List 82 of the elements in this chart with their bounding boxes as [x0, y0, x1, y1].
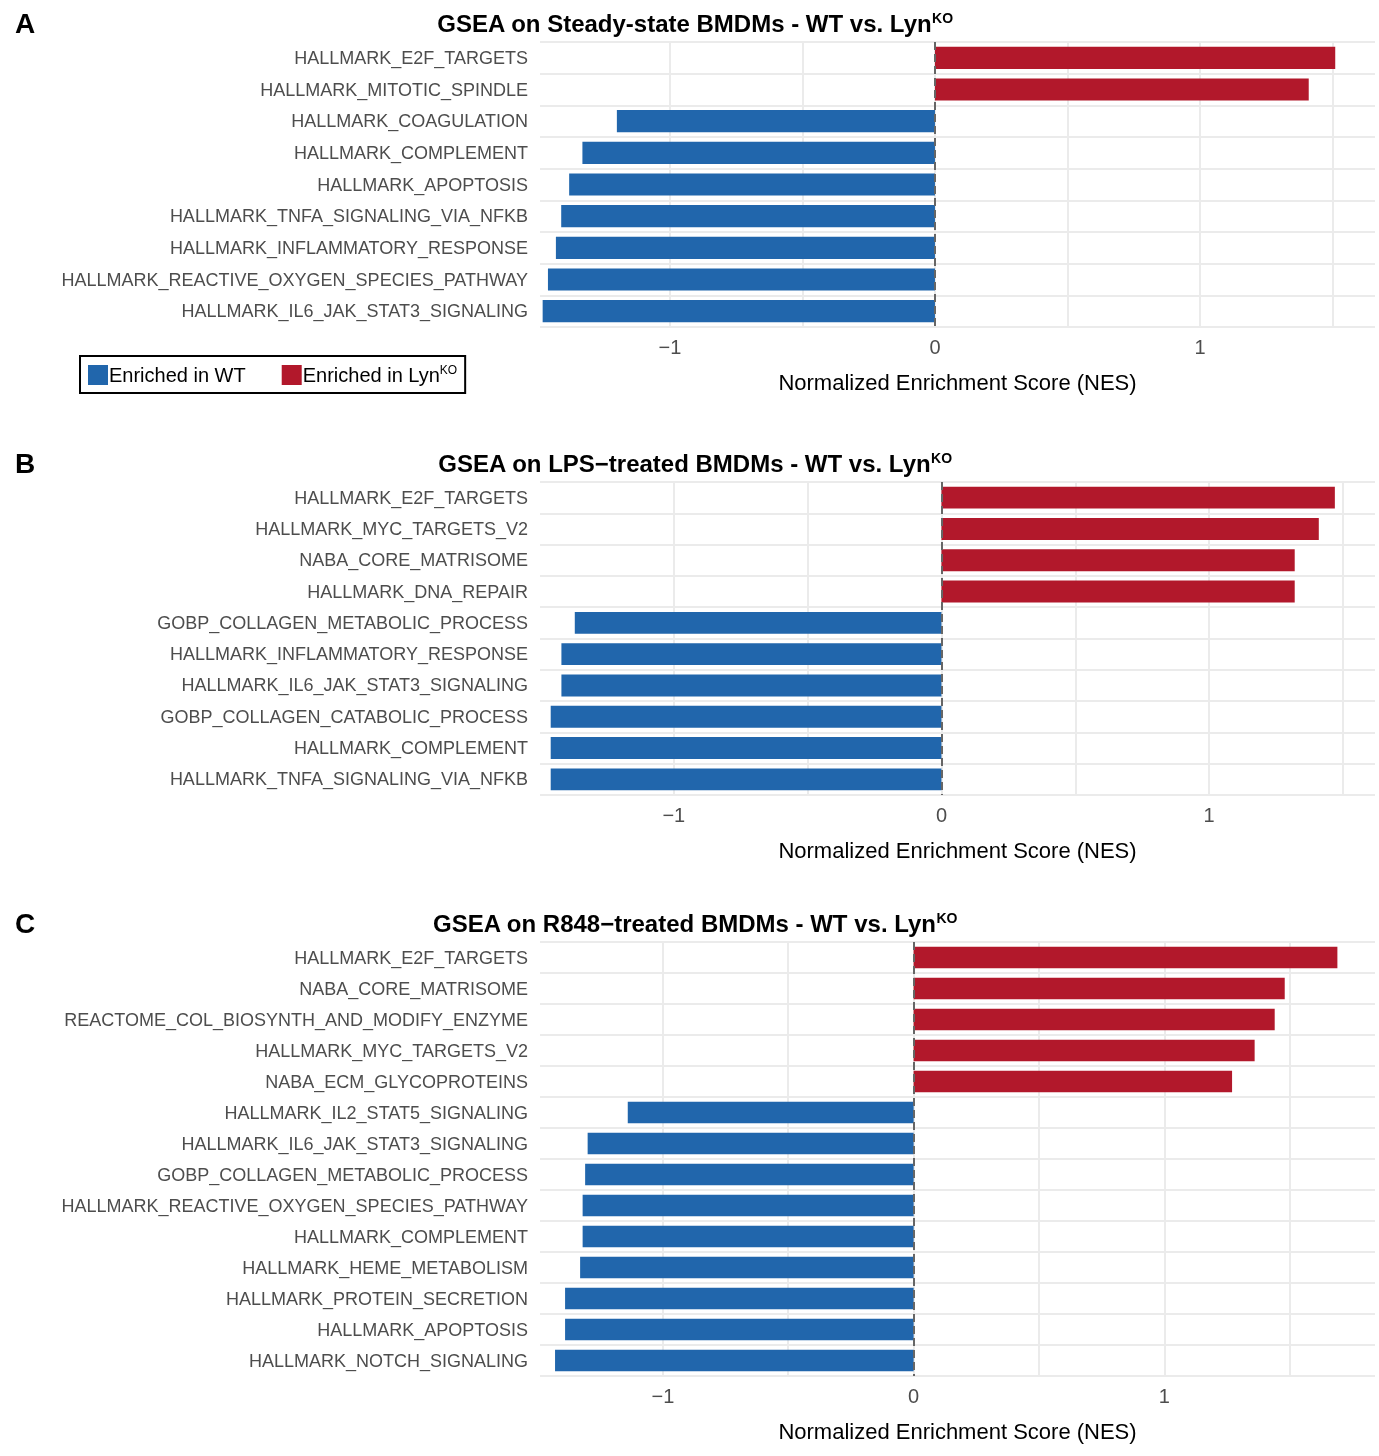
x-axis-title: Normalized Enrichment Score (NES)	[778, 837, 1137, 863]
bar	[934, 46, 1336, 69]
y-tick-label: NABA_ECM_GLYCOPROTEINS	[265, 1071, 528, 1093]
y-tick-label: HALLMARK_MYC_TARGETS_V2	[255, 518, 528, 540]
bar	[941, 549, 1295, 572]
bar	[934, 78, 1309, 101]
y-tick-label: HALLMARK_APOPTOSIS	[317, 1319, 528, 1341]
x-tick-label: −1	[651, 1385, 675, 1407]
bar	[627, 1101, 914, 1124]
y-tick-label: HALLMARK_COMPLEMENT	[293, 142, 528, 164]
bar	[913, 946, 1338, 969]
x-tick-label: −1	[662, 804, 686, 826]
bar	[555, 1349, 914, 1372]
x-tick-label: 1	[1158, 1385, 1170, 1407]
y-tick-label: HALLMARK_PROTEIN_SECRETION	[225, 1288, 528, 1310]
bar	[547, 268, 935, 291]
bar	[580, 1256, 914, 1279]
y-tick-label: HALLMARK_E2F_TARGETS	[294, 47, 528, 69]
y-tick-label: HALLMARK_NOTCH_SIGNALING	[248, 1350, 528, 1372]
bar	[574, 611, 942, 634]
bar	[550, 737, 942, 760]
bar	[555, 236, 935, 259]
bar	[616, 110, 935, 133]
bar	[565, 1318, 914, 1341]
y-tick-label: HALLMARK_IL6_JAK_STAT3_SIGNALING	[181, 301, 528, 323]
y-tick-label: GOBP_COLLAGEN_CATABOLIC_PROCESS	[160, 706, 528, 728]
y-tick-label: HALLMARK_HEME_METABOLISM	[242, 1257, 528, 1279]
bar	[585, 1163, 914, 1186]
x-tick-label: 1	[1203, 804, 1215, 826]
y-tick-label: HALLMARK_E2F_TARGETS	[294, 947, 528, 969]
y-tick-label: HALLMARK_IL6_JAK_STAT3_SIGNALING	[181, 1133, 528, 1155]
bar	[582, 141, 935, 164]
bar	[582, 1194, 914, 1217]
text: C	[15, 907, 36, 939]
bar	[913, 977, 1285, 1000]
y-tick-label: HALLMARK_DNA_REPAIR	[307, 581, 528, 603]
bar	[542, 300, 935, 323]
y-tick-label: HALLMARK_IL2_STAT5_SIGNALING	[224, 1102, 528, 1124]
y-tick-label: HALLMARK_TNFA_SIGNALING_VIA_NFKB	[169, 769, 528, 791]
bar	[561, 674, 942, 697]
bar	[941, 580, 1295, 603]
y-tick-label: REACTOME_COL_BIOSYNTH_AND_MODIFY_ENZYME	[64, 1009, 528, 1031]
y-tick-label: HALLMARK_COMPLEMENT	[293, 1226, 528, 1248]
y-tick-label: NABA_CORE_MATRISOME	[299, 978, 528, 1000]
y-tick-label: HALLMARK_COAGULATION	[291, 111, 528, 133]
x-tick-label: −1	[658, 336, 682, 358]
bar	[561, 643, 942, 666]
x-axis-title: Normalized Enrichment Score (NES)	[778, 369, 1137, 395]
y-tick-label: HALLMARK_MYC_TARGETS_V2	[255, 1040, 528, 1062]
bar	[550, 768, 942, 791]
bar	[550, 705, 942, 728]
x-tick-label: 1	[1194, 336, 1206, 358]
y-tick-label: HALLMARK_IL6_JAK_STAT3_SIGNALING	[181, 675, 528, 697]
bar	[913, 1008, 1275, 1031]
y-tick-label: HALLMARK_E2F_TARGETS	[294, 487, 528, 509]
y-tick-label: HALLMARK_REACTIVE_OXYGEN_SPECIES_PATHWAY	[61, 1195, 528, 1217]
y-tick-label: GOBP_COLLAGEN_METABOLIC_PROCESS	[157, 612, 528, 634]
text: A	[15, 7, 36, 39]
bar	[587, 1132, 914, 1155]
y-tick-label: HALLMARK_REACTIVE_OXYGEN_SPECIES_PATHWAY	[61, 269, 528, 291]
x-tick-label: 0	[908, 1385, 920, 1407]
y-tick-label: HALLMARK_INFLAMMATORY_RESPONSE	[169, 644, 528, 666]
y-tick-label: GOBP_COLLAGEN_METABOLIC_PROCESS	[157, 1164, 528, 1186]
x-tick-label: 0	[935, 804, 947, 826]
y-tick-label: HALLMARK_COMPLEMENT	[293, 738, 528, 760]
bar	[565, 1287, 914, 1310]
y-tick-label: NABA_CORE_MATRISOME	[299, 550, 528, 572]
y-tick-label: HALLMARK_INFLAMMATORY_RESPONSE	[169, 237, 528, 259]
bar	[582, 1225, 914, 1248]
text: B	[15, 447, 36, 479]
y-tick-label: HALLMARK_TNFA_SIGNALING_VIA_NFKB	[169, 206, 528, 228]
x-axis-title: Normalized Enrichment Score (NES)	[778, 1418, 1137, 1444]
bar	[561, 205, 935, 228]
y-tick-label: HALLMARK_APOPTOSIS	[317, 174, 528, 196]
y-tick-label: HALLMARK_MITOTIC_SPINDLE	[260, 79, 528, 101]
bar	[941, 486, 1335, 509]
x-tick-label: 0	[929, 336, 941, 358]
legend-label: Enriched in WT	[109, 364, 246, 386]
bar	[569, 173, 935, 196]
bar	[913, 1070, 1233, 1093]
bar	[941, 518, 1319, 540]
bar	[913, 1039, 1255, 1062]
